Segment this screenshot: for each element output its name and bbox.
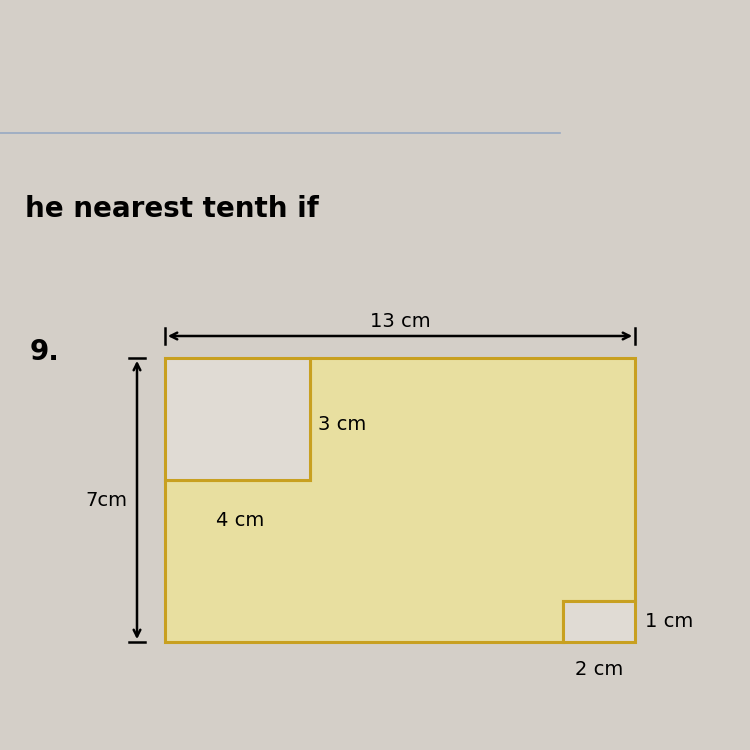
Bar — [165, 358, 310, 480]
Bar — [562, 602, 635, 642]
Text: 4 cm: 4 cm — [215, 511, 264, 530]
Text: 7cm: 7cm — [85, 490, 127, 509]
Text: 3 cm: 3 cm — [317, 416, 366, 434]
Text: 2 cm: 2 cm — [574, 660, 623, 679]
Text: he nearest tenth if: he nearest tenth if — [25, 195, 319, 223]
Polygon shape — [165, 358, 635, 642]
Text: 9.: 9. — [30, 338, 60, 366]
Text: 13 cm: 13 cm — [370, 312, 430, 331]
Text: 1 cm: 1 cm — [645, 612, 693, 632]
